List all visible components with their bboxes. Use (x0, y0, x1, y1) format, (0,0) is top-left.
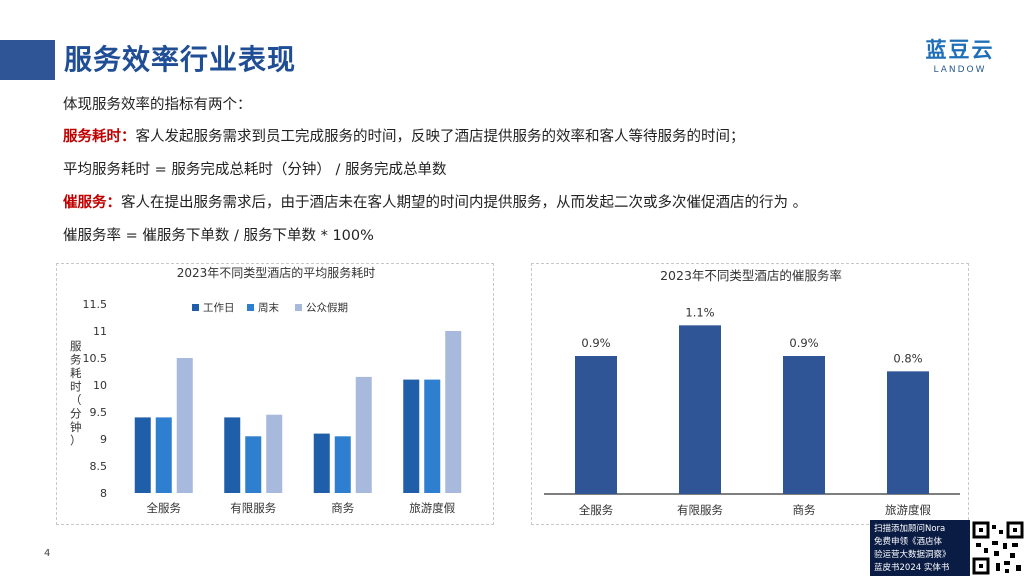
term-service-time: 服务耗时： (63, 129, 136, 145)
chart-urge-rate-svg: 2023年不同类型酒店的催服务率 0.9% 全服务 1.1% 有限服务 0.9% 商务 0.8… (544, 268, 960, 517)
promo-line: 蓝皮书2024 实体书 (874, 563, 950, 573)
bar (679, 325, 721, 494)
y-tick-label: 10.5 (83, 352, 108, 365)
bar (355, 376, 372, 493)
title-accent-bar (0, 40, 55, 80)
bar (266, 414, 283, 493)
chart-urge-rate: 2023年不同类型酒店的催服务率 0.9% 全服务 1.1% 有限服务 0.9% 商务 0.8… (531, 263, 969, 525)
legend-swatch (295, 304, 302, 311)
y-tick-label: 10 (93, 379, 107, 392)
chart-title: 2023年不同类型酒店的平均服务耗时 (177, 265, 376, 280)
definition-service-time: 服务耗时：客人发起服务需求到员工完成服务的时间，反映了酒店提供服务的效率和客人等… (63, 125, 745, 146)
term-service-time-desc: 客人发起服务需求到员工完成服务的时间，反映了酒店提供服务的效率和客人等待服务的时… (135, 129, 745, 145)
data-label: 0.9% (789, 336, 818, 350)
bar (575, 356, 617, 494)
y-tick-label: 11.5 (83, 298, 108, 311)
data-label: 0.9% (581, 336, 610, 350)
x-tick-label: 旅游度假 (409, 501, 455, 515)
data-label: 1.1% (685, 305, 714, 319)
y-tick-label: 11 (93, 325, 107, 338)
qr-code[interactable] (972, 521, 1024, 576)
logo-chinese: 蓝豆云 (925, 38, 995, 62)
promo-line: 免费申领《酒店体 (874, 537, 943, 547)
y-tick-label: 9 (100, 433, 107, 446)
legend-label: 公众假期 (306, 301, 348, 314)
definition-urge-service: 催服务：客人在提出服务需求后，由于酒店未在客人期望的时间内提供服务，从而发起二次… (63, 191, 807, 212)
x-tick-label: 旅游度假 (885, 503, 931, 517)
brand-logo: 蓝豆云 LANDOW (918, 34, 1002, 75)
x-tick-label: 商务 (331, 501, 354, 515)
bar (176, 358, 193, 493)
x-tick-label: 商务 (793, 503, 816, 517)
page-title: 服务效率行业表现 (64, 43, 297, 76)
logo-english: LANDOW (933, 65, 987, 75)
formula-urge-rate: 催服务率 = 催服务下单数 / 服务下单数 * 100% (63, 228, 374, 244)
bar (155, 417, 172, 493)
promo-banner: 扫描添加顾问Nora 免费申领《酒店体 验运营大数据洞察》 蓝皮书2024 实体… (870, 520, 970, 576)
x-tick-label: 有限服务 (230, 501, 276, 515)
bar (245, 436, 262, 493)
qr-code-icon (972, 521, 1024, 575)
formula-avg-service-time: 平均服务耗时 = 服务完成总耗时（分钟） / 服务完成总单数 (63, 162, 447, 178)
chart-avg-service-time: 2023年不同类型酒店的平均服务耗时工作日 周末 公众假期 8 8.5 9 9.5 10 10.… (56, 263, 494, 525)
promo-line: 验运营大数据洞察》 (874, 550, 951, 560)
page-number: 4 (44, 548, 51, 559)
intro-text: 体现服务效率的指标有两个： (63, 97, 252, 113)
bar (783, 356, 825, 494)
bar (134, 417, 151, 493)
y-tick-label: 8.5 (90, 460, 108, 473)
bar (334, 436, 351, 493)
term-urge-service: 催服务： (63, 195, 121, 211)
bar (887, 371, 929, 494)
data-label: 0.8% (893, 351, 922, 365)
legend-swatch (247, 304, 254, 311)
x-tick-label: 有限服务 (677, 503, 723, 517)
x-tick-label: 全服务 (147, 501, 182, 515)
bar (313, 433, 330, 493)
promo-line: 扫描添加顾问Nora (874, 524, 946, 534)
legend-swatch (192, 304, 199, 311)
legend-label: 工作日 (203, 302, 235, 314)
bar (224, 417, 241, 493)
chart-title: 2023年不同类型酒店的催服务率 (660, 268, 842, 283)
bar (445, 331, 462, 493)
bar (403, 379, 420, 493)
bar (424, 379, 441, 493)
term-urge-service-desc: 客人在提出服务需求后，由于酒店未在客人期望的时间内提供服务，从而发起二次或多次催… (121, 195, 808, 211)
y-tick-label: 9.5 (90, 406, 108, 419)
y-tick-label: 8 (100, 487, 107, 500)
legend-label: 周末 (258, 301, 279, 314)
x-tick-label: 全服务 (579, 503, 614, 517)
y-axis-label: 服务耗时（分钟） (70, 339, 82, 448)
